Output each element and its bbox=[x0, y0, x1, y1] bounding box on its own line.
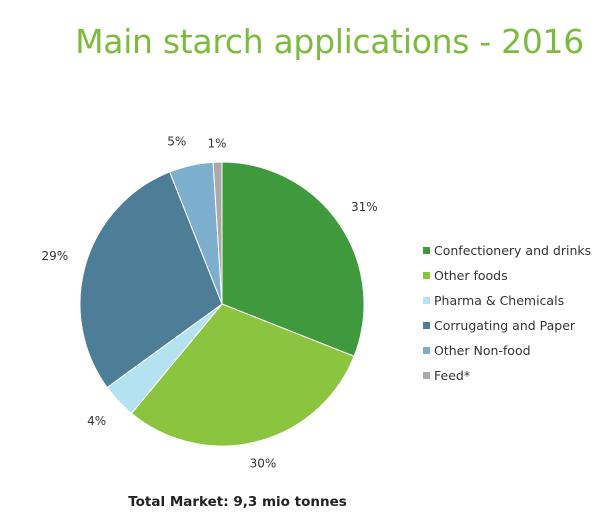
pie-slice bbox=[79, 171, 223, 389]
legend-item-confectionery: Confectionery and drinks bbox=[423, 238, 591, 263]
legend-swatch bbox=[423, 247, 430, 254]
slice-label: 31% bbox=[351, 200, 378, 214]
legend-swatch bbox=[423, 322, 430, 329]
legend-swatch bbox=[423, 372, 430, 379]
legend-item-feed: Feed* bbox=[423, 363, 591, 388]
legend-label: Other Non-food bbox=[434, 343, 531, 358]
slice-label: 5% bbox=[167, 135, 186, 149]
legend-swatch bbox=[423, 347, 430, 354]
legend-swatch bbox=[423, 297, 430, 304]
legend-label: Confectionery and drinks bbox=[434, 243, 592, 258]
legend-item-corrugating: Corrugating and Paper bbox=[423, 313, 591, 338]
slice-label: 1% bbox=[207, 137, 226, 151]
slice-label: 29% bbox=[41, 249, 68, 263]
legend-item-other-non-food: Other Non-food bbox=[423, 338, 591, 363]
pie-slice bbox=[130, 303, 355, 447]
slice-label: 4% bbox=[87, 414, 106, 428]
legend-label: Feed* bbox=[434, 368, 471, 383]
total-market-text: Total Market: 9,3 mio tonnes bbox=[128, 494, 347, 510]
legend: Confectionery and drinks Other foods Pha… bbox=[423, 238, 591, 388]
pie-slice bbox=[221, 161, 365, 357]
legend-swatch bbox=[423, 272, 430, 279]
legend-label: Pharma & Chemicals bbox=[434, 293, 565, 308]
chart-title: Main starch applications - 2016 bbox=[75, 22, 584, 61]
legend-item-other-foods: Other foods bbox=[423, 263, 591, 288]
legend-label: Other foods bbox=[434, 268, 508, 283]
slice-label: 30% bbox=[250, 456, 277, 470]
pie-slice bbox=[212, 161, 223, 305]
legend-label: Corrugating and Paper bbox=[434, 318, 576, 333]
legend-item-pharma: Pharma & Chemicals bbox=[423, 288, 591, 313]
